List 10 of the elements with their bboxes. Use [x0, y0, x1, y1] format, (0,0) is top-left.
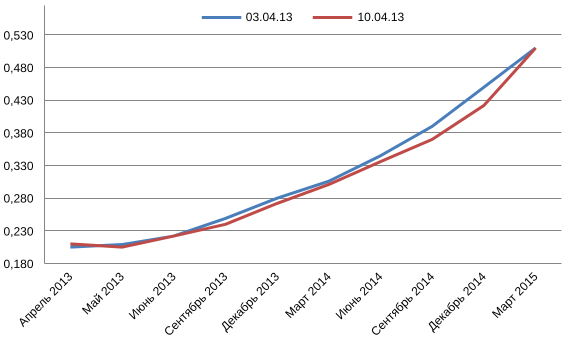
y-tick-label: 0,230	[3, 224, 34, 238]
y-tick-label: 0,480	[3, 61, 34, 76]
y-tick-label: 0,280	[3, 192, 34, 206]
legend-label: 10.04.13	[358, 10, 404, 24]
y-tick-label: 0,430	[3, 94, 34, 108]
y-tick-label: 0,330	[3, 159, 34, 174]
y-tick-label: 0,180	[3, 257, 34, 271]
legend-label: 03.04.13	[246, 10, 292, 24]
y-tick-label: 0,530	[3, 28, 34, 42]
y-tick-label: 0,380	[3, 126, 34, 140]
